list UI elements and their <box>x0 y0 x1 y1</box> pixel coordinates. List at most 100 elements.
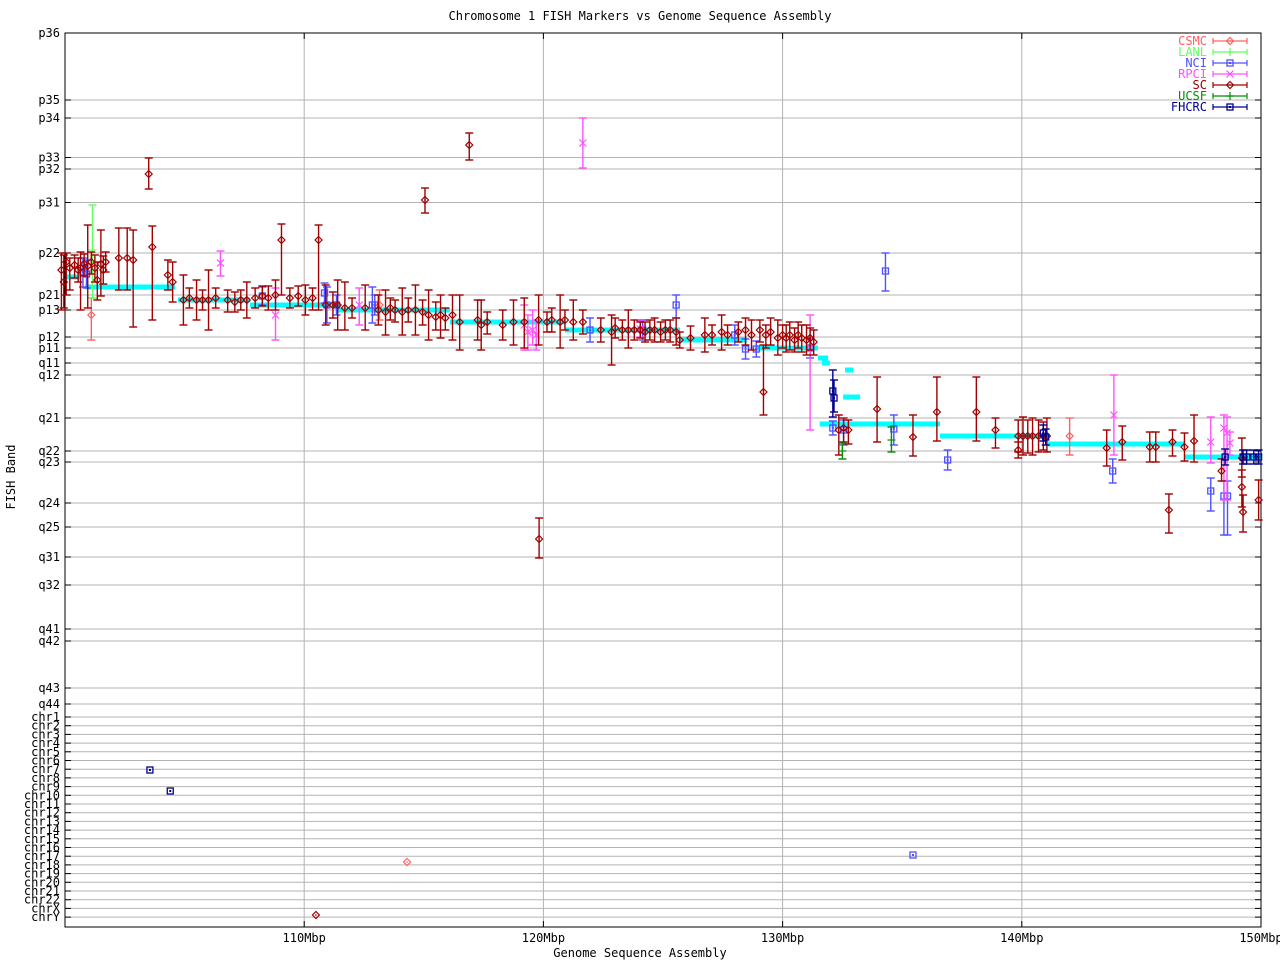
sc-point <box>147 242 157 252</box>
y-tick-label: chr2 <box>31 719 60 733</box>
nci-point <box>741 345 750 353</box>
sc-point <box>669 329 671 331</box>
sc-point <box>473 315 482 325</box>
sc-point <box>418 307 427 317</box>
sc-point <box>61 257 71 267</box>
sc-point <box>246 299 248 301</box>
sc-point <box>96 279 98 281</box>
sc-point <box>617 325 627 335</box>
sc-point <box>421 311 424 313</box>
y-tick-label: chr17 <box>24 849 60 863</box>
sc-point <box>308 293 317 303</box>
sc-point <box>102 269 104 271</box>
x-axis-label: Genome Sequence Assembly <box>553 946 727 960</box>
sc-point <box>304 299 307 301</box>
rpci-point <box>528 326 537 334</box>
legend-label-rpci: RPCI <box>1178 67 1207 81</box>
sc-point <box>79 259 89 269</box>
sc-point <box>384 311 387 313</box>
fhcrc-point <box>169 790 172 792</box>
sc-point <box>582 321 584 323</box>
sc-point <box>512 321 515 323</box>
sc-point <box>1257 499 1260 501</box>
x-tick-label: 140Mbp <box>1000 931 1043 945</box>
sc-point <box>744 329 747 331</box>
sc-point <box>755 325 765 335</box>
plot-border <box>64 32 1262 928</box>
sc-point <box>546 321 548 323</box>
nci-point <box>1109 467 1117 475</box>
fhcrc-point <box>833 397 836 399</box>
sc-point <box>844 425 853 435</box>
sc-point <box>132 259 134 261</box>
sc-point <box>686 333 695 343</box>
fhcrc-point <box>1252 456 1255 458</box>
sc-point <box>639 329 641 331</box>
sc-point <box>464 140 474 150</box>
legend-marker-sc <box>1229 84 1231 86</box>
y-tick-label: p36 <box>38 26 60 40</box>
nci-point <box>1207 487 1215 495</box>
sc-point <box>498 320 508 330</box>
sc-point <box>600 329 602 331</box>
sc-point <box>455 317 465 327</box>
sc-point <box>1171 441 1174 443</box>
sc-point <box>723 330 732 340</box>
sc-point <box>351 307 353 309</box>
fhcrc-point <box>1221 453 1229 461</box>
rpci-point <box>271 311 280 319</box>
sc-point <box>263 293 273 303</box>
y-tick-label: chr13 <box>24 814 60 828</box>
y-tick-label: q44 <box>38 697 60 711</box>
sc-point <box>439 314 442 316</box>
sc-point <box>214 297 217 299</box>
fhcrc-point <box>166 787 174 795</box>
rpci-point <box>1109 411 1118 419</box>
sc-point <box>424 310 433 320</box>
fhcrc-point <box>1257 456 1260 458</box>
sc-point <box>766 327 775 337</box>
sc-point <box>451 314 454 316</box>
y-tick-label: p32 <box>38 162 60 176</box>
sc-point <box>1106 447 1108 449</box>
y-tick-label: q22 <box>38 444 60 458</box>
sc-point <box>994 429 997 431</box>
sc-point <box>537 319 540 321</box>
sc-point <box>389 307 392 309</box>
sc-point <box>1241 486 1243 488</box>
y-tick-label: q21 <box>38 411 60 425</box>
chart-title: Chromosome 1 FISH Markers vs Genome Sequ… <box>448 9 832 23</box>
sc-point <box>838 429 840 431</box>
y-tick-label: p11 <box>38 341 60 355</box>
sc-point <box>347 303 357 313</box>
fhcrc-point <box>146 766 154 774</box>
sc-point <box>1237 482 1247 492</box>
fhcrc-point <box>1044 436 1047 438</box>
sc-point <box>448 310 457 320</box>
sc-point <box>547 315 557 325</box>
sc-point <box>195 299 198 301</box>
sc-point <box>407 309 409 311</box>
sc-point <box>762 391 765 393</box>
csmc-point <box>86 310 96 320</box>
sc-point <box>390 305 400 315</box>
y-tick-label: chr20 <box>24 875 60 889</box>
sc-point <box>440 313 450 323</box>
sc-point <box>726 334 729 336</box>
legend-label-lanl: LANL <box>1178 45 1207 59</box>
sc-point <box>972 407 981 417</box>
sc-point <box>975 411 978 413</box>
sc-point <box>665 325 675 335</box>
sc-point <box>1151 442 1161 452</box>
sc-point <box>650 325 659 335</box>
y-tick-label: p31 <box>38 196 60 210</box>
sc-point <box>374 305 383 315</box>
sc-point <box>198 295 207 305</box>
sc-point <box>314 235 323 245</box>
sc-point <box>717 327 726 337</box>
nci-point <box>744 348 747 350</box>
sc-point <box>519 317 529 327</box>
y-tick-label: q11 <box>38 356 60 370</box>
sc-point <box>188 297 191 299</box>
